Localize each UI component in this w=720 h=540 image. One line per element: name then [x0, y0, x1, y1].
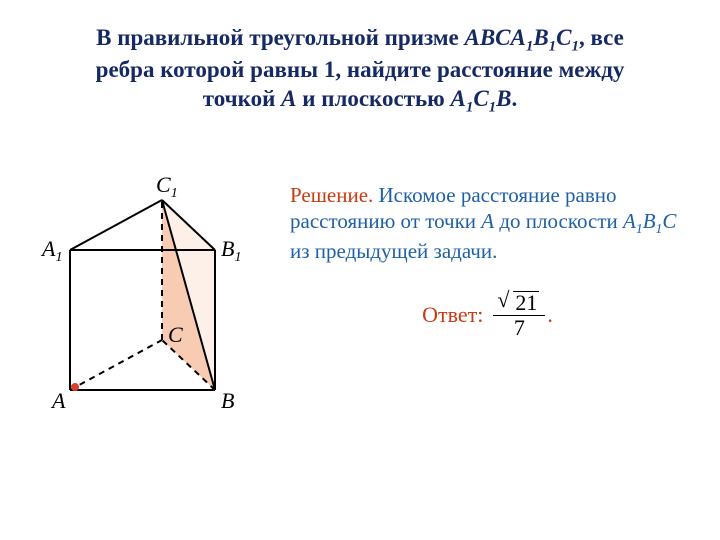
answer-block: Ответ: 21 7 . — [290, 290, 685, 340]
title-text-3a: точкой — [203, 86, 281, 111]
answer-numerator: 21 — [493, 290, 545, 316]
label-b1: B1 — [221, 236, 241, 265]
title-text-1: В правильной треугольной призме — [96, 25, 464, 50]
title-var-c1: C — [473, 86, 488, 111]
answer-dot: . — [547, 302, 553, 328]
solution-lead: Решение. — [290, 183, 373, 207]
prism-svg: A B C A1 B1 C1 — [30, 150, 265, 420]
answer-fraction: 21 7 — [493, 290, 545, 340]
label-a: A — [50, 388, 66, 413]
point-a-marker — [71, 383, 79, 391]
solution-body-3: из предыдущей задачи. — [290, 239, 497, 263]
solution-text: Решение. Искомое расстояние равно рассто… — [290, 182, 685, 264]
answer-radicand: 21 — [513, 291, 539, 314]
title-var-abca: ABCA — [464, 25, 525, 50]
solution-var-a1: A — [623, 209, 636, 233]
title-text-2: ребра которой равны 1, найдите расстояни… — [96, 57, 625, 82]
label-a1: A1 — [40, 236, 62, 265]
label-c: C — [168, 322, 183, 347]
title-sub-5: 1 — [489, 100, 496, 116]
solution-var-b1: B — [643, 209, 656, 233]
answer-denominator: 7 — [493, 316, 545, 340]
title-text-1b: , все — [579, 25, 624, 50]
title-var-b2: B — [496, 86, 511, 111]
slide: В правильной треугольной призме ABCA1B1C… — [0, 0, 720, 540]
label-c1: C1 — [156, 172, 178, 201]
title-var-a: A — [281, 86, 296, 111]
title-var-b: B — [533, 25, 548, 50]
edge-a1c1 — [70, 200, 162, 250]
sqrt-icon: 21 — [499, 291, 539, 314]
solution-var-a: A — [481, 209, 494, 233]
problem-title: В правильной треугольной призме ABCA1B1C… — [60, 24, 660, 117]
title-var-c: C — [556, 25, 571, 50]
title-sub-3: 1 — [571, 39, 578, 55]
title-var-a1: A — [451, 86, 466, 111]
solution-var-c: C — [662, 209, 676, 233]
title-text-3c: . — [511, 86, 517, 111]
answer-label: Ответ: — [422, 302, 483, 328]
title-text-3b: и плоскостью — [296, 86, 450, 111]
solution-body-2: до плоскости — [494, 209, 623, 233]
solution-sub-1: 1 — [636, 221, 643, 236]
edge-ac — [70, 340, 162, 390]
label-b: B — [221, 388, 234, 413]
prism-figure: A B C A1 B1 C1 — [30, 150, 265, 420]
